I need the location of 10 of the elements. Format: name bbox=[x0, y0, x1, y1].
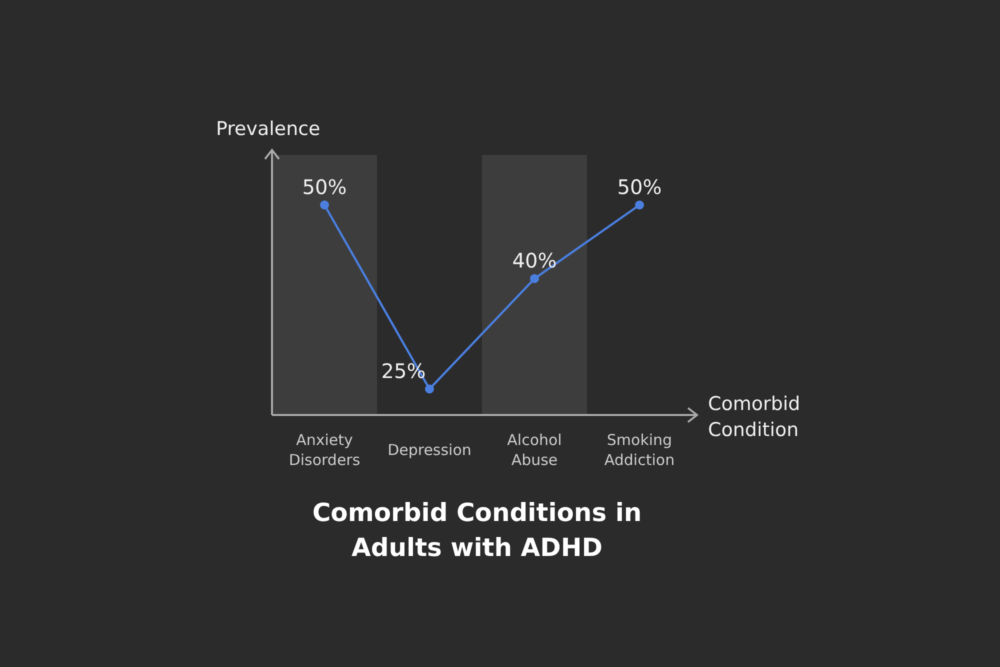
text: Comorbid Conditions in Adults with ADHD bbox=[312, 498, 642, 562]
x-tick-label: Smoking Addiction bbox=[604, 431, 675, 469]
y-axis-title: Prevalence bbox=[216, 118, 320, 140]
x-tick-label: Depression bbox=[388, 441, 472, 459]
data-label: 50% bbox=[302, 175, 347, 199]
x-axis-title: Comorbid Condition bbox=[708, 393, 800, 441]
data-label: 50% bbox=[617, 175, 662, 199]
x-tick-label: Anxiety Disorders bbox=[288, 431, 360, 469]
data-label: 40% bbox=[512, 248, 557, 273]
x-tick-label: Alcohol Abuse bbox=[507, 431, 562, 469]
